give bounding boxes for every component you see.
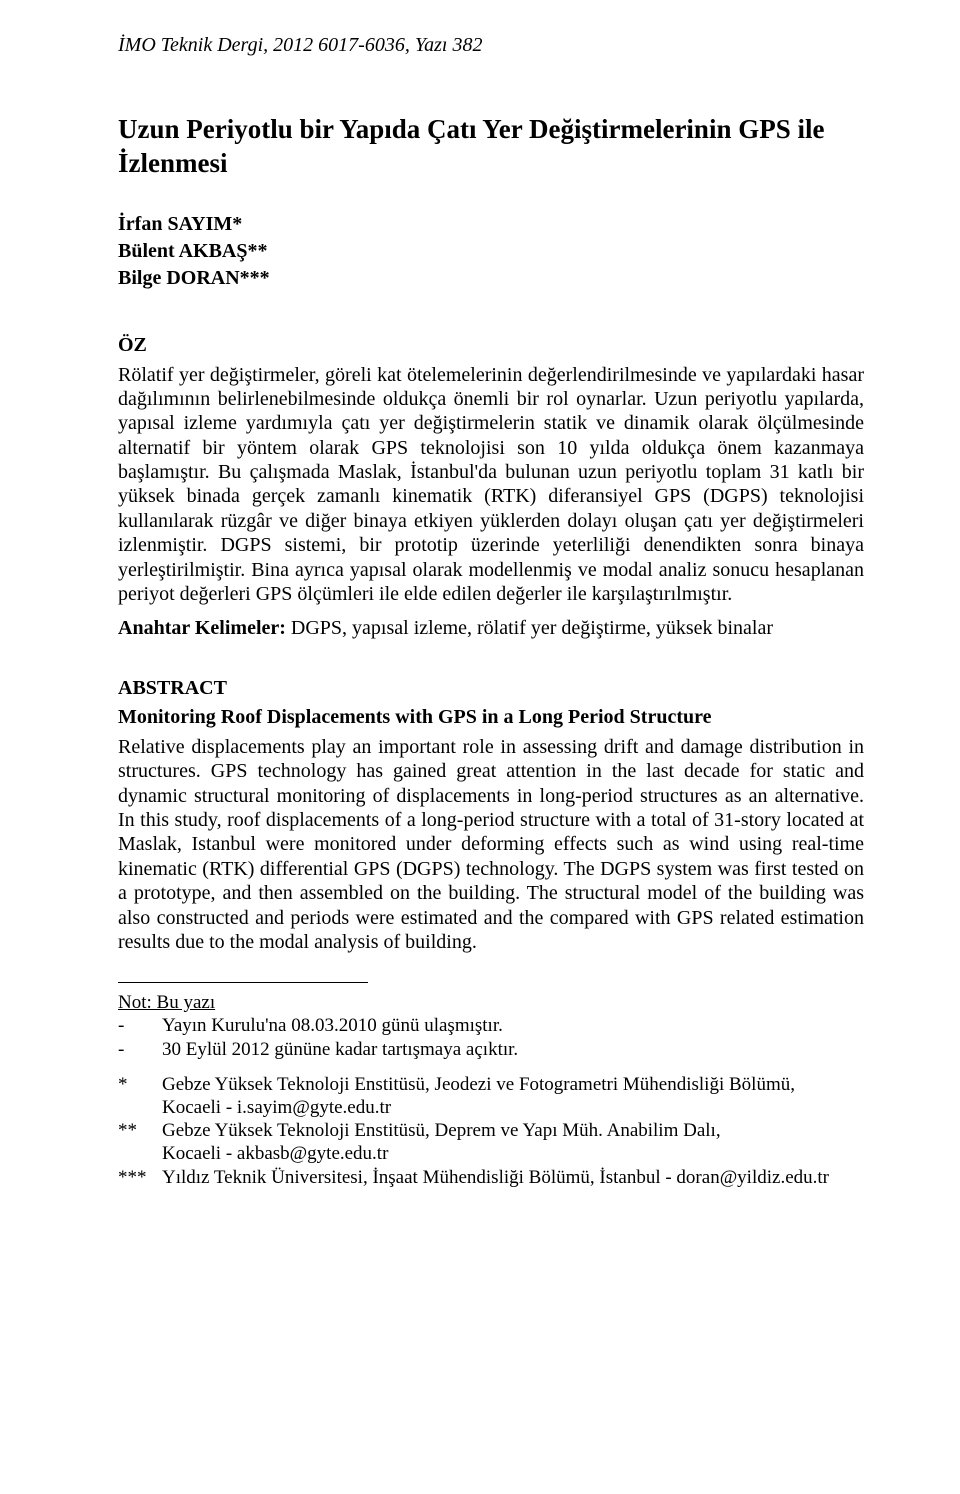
aff1-line1: Gebze Yüksek Teknoloji Enstitüsü, Jeodez… [162, 1073, 864, 1096]
keywords-text: DGPS, yapısal izleme, rölatif yer değişt… [286, 617, 773, 639]
journal-citation: İMO Teknik Dergi, 2012 6017-6036, Yazı 3… [118, 34, 864, 57]
author-3: Bilge DORAN*** [118, 265, 864, 292]
aff3-marker: *** [118, 1166, 162, 1189]
abstract-heading: ABSTRACT [118, 677, 864, 700]
note-bullet-2: - [118, 1038, 162, 1061]
keywords-label: Anahtar Kelimeler: [118, 617, 286, 639]
oz-body: Rölatif yer değiştirmeler, göreli kat öt… [118, 363, 864, 607]
affiliation-3: *** Yıldız Teknik Üniversitesi, İnşaat M… [118, 1166, 864, 1189]
footnote-note-heading: Not: Bu yazı [118, 992, 215, 1013]
footnote-note: Not: Bu yazı - Yayın Kurulu'na 08.03.201… [118, 991, 864, 1061]
aff2-line1: Gebze Yüksek Teknoloji Enstitüsü, Deprem… [162, 1119, 864, 1142]
paper-title: Uzun Periyotlu bir Yapıda Çatı Yer Değiş… [118, 113, 864, 181]
author-list: İrfan SAYIM* Bülent AKBAŞ** Bilge DORAN*… [118, 211, 864, 292]
aff2-marker: ** [118, 1119, 162, 1142]
aff1-line2: Kocaeli - i.sayim@gyte.edu.tr [118, 1096, 864, 1119]
affiliation-1: * Gebze Yüksek Teknoloji Enstitüsü, Jeod… [118, 1073, 864, 1096]
keywords-line: Anahtar Kelimeler: DGPS, yapısal izleme,… [118, 616, 864, 640]
aff3-text: Yıldız Teknik Üniversitesi, İnşaat Mühen… [162, 1166, 864, 1189]
note-bullet-1: - [118, 1014, 162, 1037]
oz-heading: ÖZ [118, 334, 864, 357]
aff2-line2: Kocaeli - akbasb@gyte.edu.tr [118, 1142, 864, 1165]
paper-page: İMO Teknik Dergi, 2012 6017-6036, Yazı 3… [0, 0, 960, 1494]
aff1-marker: * [118, 1073, 162, 1096]
affiliation-2: ** Gebze Yüksek Teknoloji Enstitüsü, Dep… [118, 1119, 864, 1142]
note-line-1: Yayın Kurulu'na 08.03.2010 günü ulaşmışt… [162, 1014, 864, 1037]
author-1: İrfan SAYIM* [118, 211, 864, 238]
abstract-body: Relative displacements play an important… [118, 735, 864, 955]
abstract-subtitle: Monitoring Roof Displacements with GPS i… [118, 706, 864, 729]
author-2: Bülent AKBAŞ** [118, 238, 864, 265]
note-line-2: 30 Eylül 2012 gününe kadar tartışmaya aç… [162, 1038, 864, 1061]
footnotes-block: Not: Bu yazı - Yayın Kurulu'na 08.03.201… [118, 991, 864, 1188]
footnote-separator [118, 982, 368, 983]
